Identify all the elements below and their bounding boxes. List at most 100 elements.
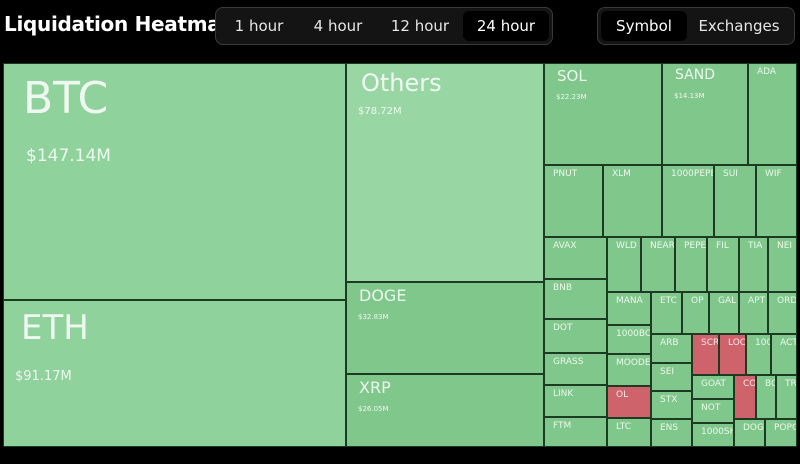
tile[interactable]: PEPE [675, 237, 707, 292]
tile-label: LINK [553, 389, 574, 399]
tile-label: DOGE [359, 286, 407, 305]
tile[interactable]: WLD [607, 237, 641, 292]
tile-label: 1000SH [701, 427, 734, 437]
tile-value: $78.72M [358, 105, 402, 117]
tile[interactable]: DOT [544, 319, 607, 353]
tile-label: GOAT [701, 379, 726, 389]
tile[interactable]: TIA [739, 237, 768, 292]
tile[interactable]: LINK [544, 385, 607, 417]
tile-label: 1000BO [616, 329, 651, 339]
tile[interactable]: OL [607, 386, 651, 418]
tile-label: ACT [780, 338, 797, 348]
tile-label: BO [765, 379, 775, 389]
tile-label: DOT [553, 323, 573, 333]
tile[interactable]: Others $78.72M [346, 63, 544, 282]
tile[interactable]: OP [682, 292, 709, 334]
tile[interactable]: SOL $22.23M [544, 63, 662, 165]
tile-label: AVAX [553, 241, 577, 251]
tile-value: $32.83M [358, 313, 389, 322]
tile[interactable]: GOAT [692, 375, 734, 399]
tile-label: SEI [660, 367, 675, 377]
tile[interactable]: CO [734, 375, 756, 419]
tile[interactable]: NOT [692, 399, 734, 423]
tile[interactable]: PNUT [544, 165, 603, 237]
tile[interactable]: DOG [734, 419, 765, 447]
tile[interactable]: 1000SH [692, 423, 734, 447]
tile[interactable]: SAND $14.13M [662, 63, 748, 165]
tile-label: STX [660, 395, 678, 405]
tile-label: ORD [777, 296, 797, 306]
tile[interactable]: BNB [544, 279, 607, 319]
tile-label: LTC [616, 422, 632, 432]
tile[interactable]: XRP $26.05M [346, 374, 544, 447]
tile[interactable]: BO [756, 375, 776, 419]
tile[interactable]: TR [776, 375, 797, 419]
tile[interactable]: ETH $91.17M [3, 300, 346, 447]
tab[interactable]: 4 hour [313, 17, 363, 35]
tile-label: ARB [660, 338, 679, 348]
tile[interactable]: 100 [746, 334, 771, 375]
toggle[interactable]: Exchanges [698, 17, 780, 35]
tile-label: CO [743, 379, 756, 389]
tile[interactable]: MOODE [607, 354, 651, 386]
tile-label: GAL [718, 296, 737, 306]
tile[interactable]: ORD [768, 292, 797, 334]
tile[interactable]: ACT [771, 334, 797, 375]
tile[interactable]: 1000BO [607, 325, 651, 354]
tile-label: POPC [774, 423, 797, 433]
tile-label: PEPE [684, 241, 707, 251]
tile-label: DOG [743, 423, 764, 433]
tile-label: 100 [755, 338, 771, 348]
tile-label: NEI [777, 241, 793, 251]
tile-label: ADA [757, 67, 777, 77]
tile[interactable]: GRASS [544, 353, 607, 385]
tile[interactable]: STX [651, 391, 692, 419]
tile[interactable]: AVAX [544, 237, 607, 279]
tile-label: BTC [23, 73, 109, 124]
tile-label: FIL [716, 241, 729, 251]
tile-label: XLM [612, 169, 631, 179]
tile[interactable]: MANA [607, 292, 651, 325]
tile[interactable]: LOO [719, 334, 746, 375]
tile[interactable]: POPC [765, 419, 797, 447]
tile[interactable]: APT [739, 292, 768, 334]
tile-label: OL [616, 390, 629, 400]
tile[interactable]: BTC $147.14M [3, 63, 346, 300]
tile[interactable]: NEI [768, 237, 797, 292]
view-toggle: Symbol Exchanges [597, 7, 795, 45]
tile-label: SOL [557, 67, 587, 85]
tile-label: WIF [765, 169, 782, 179]
tile-label: SUI [723, 169, 738, 179]
tile[interactable]: 1000PEPE [662, 165, 714, 237]
tile[interactable]: ETC [651, 292, 682, 334]
tile[interactable]: ENS [651, 419, 692, 447]
tile[interactable]: XLM [603, 165, 662, 237]
tile[interactable]: GAL [709, 292, 739, 334]
tile-label: MOODE [616, 358, 651, 368]
tile-label: NOT [701, 403, 721, 413]
tile[interactable]: ARB [651, 334, 692, 363]
tile-label: WLD [616, 241, 637, 251]
toggle-active[interactable]: Symbol [601, 11, 687, 41]
tile[interactable]: FTM [544, 417, 607, 447]
tile[interactable]: WIF [756, 165, 797, 237]
tile-label: TR [785, 379, 797, 389]
tile[interactable]: DOGE $32.83M [346, 282, 544, 374]
tile[interactable]: SCR [692, 334, 719, 375]
tile-label: BNB [553, 283, 573, 293]
tile[interactable]: FIL [707, 237, 739, 292]
tab-active[interactable]: 24 hour [463, 11, 549, 41]
tile-value: $22.23M [556, 93, 587, 101]
tile[interactable]: LTC [607, 418, 651, 447]
tile-label: ETH [21, 308, 89, 348]
tab[interactable]: 12 hour [390, 17, 450, 35]
tile-label: SAND [675, 67, 715, 83]
tile-label: XRP [359, 378, 391, 397]
tile[interactable]: SUI [714, 165, 756, 237]
tile[interactable]: SEI [651, 363, 692, 391]
tile[interactable]: NEAR [641, 237, 675, 292]
tab[interactable]: 1 hour [234, 17, 284, 35]
tile[interactable]: ADA [748, 63, 797, 165]
tile-label: GRASS [553, 357, 584, 367]
